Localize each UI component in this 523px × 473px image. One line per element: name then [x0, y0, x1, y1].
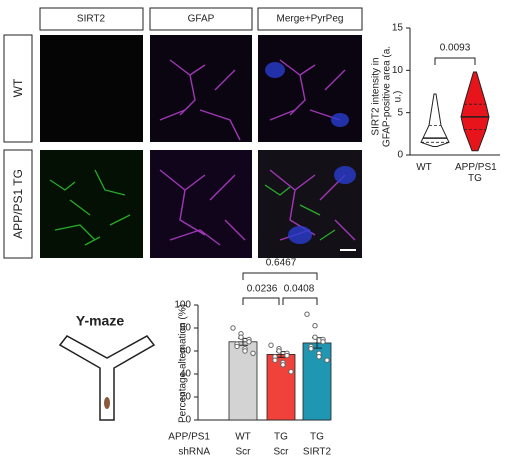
x-tick-label: SIRT2 [303, 447, 332, 458]
data-point [242, 348, 248, 354]
data-point [324, 357, 330, 363]
annotation: 0.0408 [284, 284, 315, 295]
y-tick-label: 60 [180, 346, 192, 357]
y-tick-label: 15 [392, 23, 404, 34]
y-tick-label: 100 [174, 300, 191, 311]
x-row-name: APP/PS1 [168, 432, 210, 443]
y-tick-label: 20 [180, 392, 192, 403]
x-tick-label: TG [274, 432, 288, 443]
data-point [312, 334, 318, 340]
header-box [257, 7, 363, 31]
header-box [149, 7, 253, 31]
row-box [3, 149, 33, 259]
x-tick-label: TG [310, 432, 324, 443]
significance-bracket [242, 272, 318, 280]
data-point [280, 362, 286, 368]
maze-title: Y-maze [76, 313, 124, 329]
data-point [316, 354, 322, 360]
data-point [238, 334, 244, 340]
data-point [288, 369, 294, 375]
mouse-icon [104, 397, 110, 409]
data-point [268, 342, 274, 348]
y-axis-label: SIRT2 intensity in GFAP-positive area (a… [370, 45, 404, 148]
data-point [320, 339, 326, 345]
column-title: Merge+PyrPeg [277, 14, 344, 25]
significance-bracket [242, 297, 280, 305]
column-title: SIRT2 [77, 14, 106, 25]
row-title: WT [11, 78, 25, 97]
y-tick-label: 0 [185, 415, 191, 426]
data-point [276, 348, 282, 354]
data-point [230, 325, 236, 331]
significance-bracket [282, 297, 318, 305]
y-axis-label: Percentage alternation (%) [177, 304, 189, 423]
data-point [312, 323, 318, 329]
row-title: APP/PS1 TG [11, 169, 25, 239]
data-point [234, 343, 240, 350]
y-tick-label: 10 [392, 65, 404, 76]
x-tick-label: WT [416, 162, 432, 173]
data-point [304, 311, 310, 317]
x-tick-label: WT [235, 432, 251, 443]
y-tick-label: 40 [180, 369, 192, 380]
data-point [284, 352, 290, 359]
annotation: 0.6467 [266, 258, 297, 269]
row-box [3, 34, 33, 143]
column-title: GFAP [188, 14, 215, 25]
x-row-name: shRNA [178, 447, 210, 458]
data-point [308, 346, 314, 352]
data-point [246, 339, 252, 345]
y-tick-label: 0 [397, 150, 403, 161]
micrographs [40, 35, 362, 258]
significance-bracket [434, 57, 476, 65]
x-tick-label: Scr [274, 447, 290, 458]
x-tick-label: APP/PS1 TG [455, 162, 497, 184]
y-tick-label: 5 [397, 107, 403, 118]
y-tick-label: 80 [180, 323, 192, 334]
annotation: 0.0236 [247, 284, 278, 295]
maze-diagram [58, 335, 156, 421]
header-box [39, 7, 144, 31]
x-tick-label: Scr [236, 447, 252, 458]
annotation: 0.0093 [440, 43, 471, 54]
violin-body [460, 71, 490, 152]
data-point [272, 357, 278, 363]
data-point [250, 350, 256, 356]
